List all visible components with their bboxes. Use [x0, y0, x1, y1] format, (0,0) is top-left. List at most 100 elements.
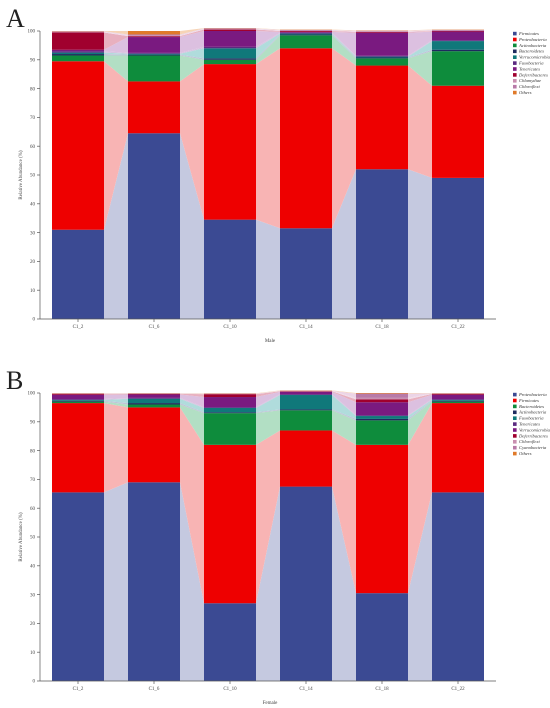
bar-segment — [52, 61, 104, 230]
legend-label: Fusobacteria — [518, 61, 544, 66]
connector-band — [332, 391, 356, 403]
x-tick-label: C1_18 — [375, 687, 389, 692]
legend-label: Firmicutes — [518, 31, 539, 36]
bar-segment — [432, 399, 484, 401]
connector-band — [332, 394, 356, 417]
connector-band — [104, 393, 128, 395]
x-tick-label: C1_22 — [451, 687, 465, 692]
connector-band — [104, 401, 128, 408]
y-tick-label: 60 — [30, 145, 36, 150]
legend: FirmicutesProteobacteriaActinobacteriaBa… — [513, 31, 550, 95]
legend-label: Proteobacteria — [518, 392, 547, 397]
legend-swatch — [513, 428, 517, 432]
bar-segment — [356, 56, 408, 58]
connector-band — [180, 28, 204, 37]
legend-label: Verrucomicrobia — [519, 427, 550, 432]
connector-band — [104, 482, 128, 681]
bar-segment — [356, 169, 408, 319]
bar-segment — [52, 492, 104, 681]
bar-segment — [356, 416, 408, 419]
bar-segment — [356, 31, 408, 32]
bar-segment — [204, 407, 256, 408]
legend-swatch — [513, 398, 517, 403]
bar-segment — [280, 33, 332, 35]
bar-segment — [128, 393, 180, 395]
bar-segment — [280, 34, 332, 36]
legend-swatch — [513, 37, 517, 42]
bar-segment — [280, 35, 332, 49]
y-axis-title: Relative Abundance (%) — [19, 512, 24, 561]
connector-band — [332, 34, 356, 59]
connector-band — [180, 403, 204, 414]
connector-band — [256, 390, 280, 394]
bar-segment — [52, 403, 104, 493]
bar-segment — [356, 402, 408, 416]
connector-band — [408, 49, 432, 59]
connector-band — [256, 31, 280, 47]
bar-segment — [356, 444, 408, 594]
legend-label: Bacteroidetes — [519, 404, 544, 409]
connector-band — [256, 394, 280, 408]
bar-segment — [280, 410, 332, 431]
connector-band — [104, 55, 128, 82]
connector-band — [332, 169, 356, 319]
bar-segment — [432, 30, 484, 31]
bar-segment — [52, 31, 104, 32]
connector-band — [104, 31, 128, 36]
connector-band — [104, 398, 128, 404]
bar-segment — [432, 49, 484, 52]
legend-swatch — [513, 404, 517, 409]
y-tick-label: 40 — [30, 203, 36, 208]
bar-segment — [356, 30, 408, 32]
connector-band — [256, 29, 280, 32]
legend-label: Chloroflexi — [519, 84, 540, 89]
y-tick-label: 80 — [30, 449, 36, 454]
bar-segment — [128, 398, 180, 404]
bar-segment — [432, 31, 484, 32]
connector-band — [332, 33, 356, 58]
y-tick-label: 20 — [30, 260, 36, 265]
bar-segment — [52, 399, 104, 401]
x-tick-label: C1_2 — [73, 687, 84, 692]
bar-segment — [128, 404, 180, 408]
connector-band — [256, 32, 280, 49]
legend-swatch — [513, 90, 517, 95]
connector-band — [408, 40, 432, 57]
y-tick-label: 80 — [30, 87, 36, 92]
y-tick-label: 50 — [30, 536, 36, 541]
y-tick-label: 30 — [30, 593, 36, 598]
bar-segment — [52, 54, 104, 56]
y-tick-label: 70 — [30, 478, 36, 483]
bar-segment — [280, 391, 332, 395]
legend-label: Deferribacteres — [518, 72, 548, 77]
bar-segment — [128, 482, 180, 681]
bar-segment — [356, 393, 408, 394]
bar-segment — [204, 394, 256, 398]
connector-band — [332, 410, 356, 445]
bar-segment — [128, 394, 180, 398]
bar-segment — [204, 219, 256, 319]
bar-segment — [356, 415, 408, 417]
bar-segment — [280, 395, 332, 410]
connector-band — [332, 395, 356, 419]
legend-swatch — [513, 84, 517, 89]
legend-swatch — [513, 31, 517, 36]
connector-band — [408, 401, 432, 445]
legend-swatch — [513, 79, 517, 83]
legend-label: Chlamydiae — [519, 78, 541, 83]
bar-segment — [204, 397, 256, 408]
x-axis-title: Female — [263, 701, 278, 706]
connector-band — [408, 29, 432, 31]
y-tick-label: 90 — [30, 421, 36, 426]
connector-band — [180, 398, 204, 413]
y-tick-label: 10 — [30, 289, 36, 294]
bar-segment — [356, 593, 408, 681]
bar-segment — [128, 35, 180, 37]
connector-band — [332, 35, 356, 66]
bar-segment — [128, 37, 180, 53]
legend-swatch — [513, 434, 517, 438]
connector-band — [256, 48, 280, 229]
bar-segment — [52, 400, 104, 402]
bar-segment — [128, 54, 180, 56]
bar-segment — [52, 393, 104, 395]
